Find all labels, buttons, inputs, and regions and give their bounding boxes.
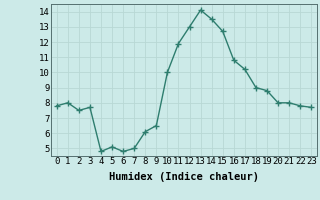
- X-axis label: Humidex (Indice chaleur): Humidex (Indice chaleur): [109, 172, 259, 182]
